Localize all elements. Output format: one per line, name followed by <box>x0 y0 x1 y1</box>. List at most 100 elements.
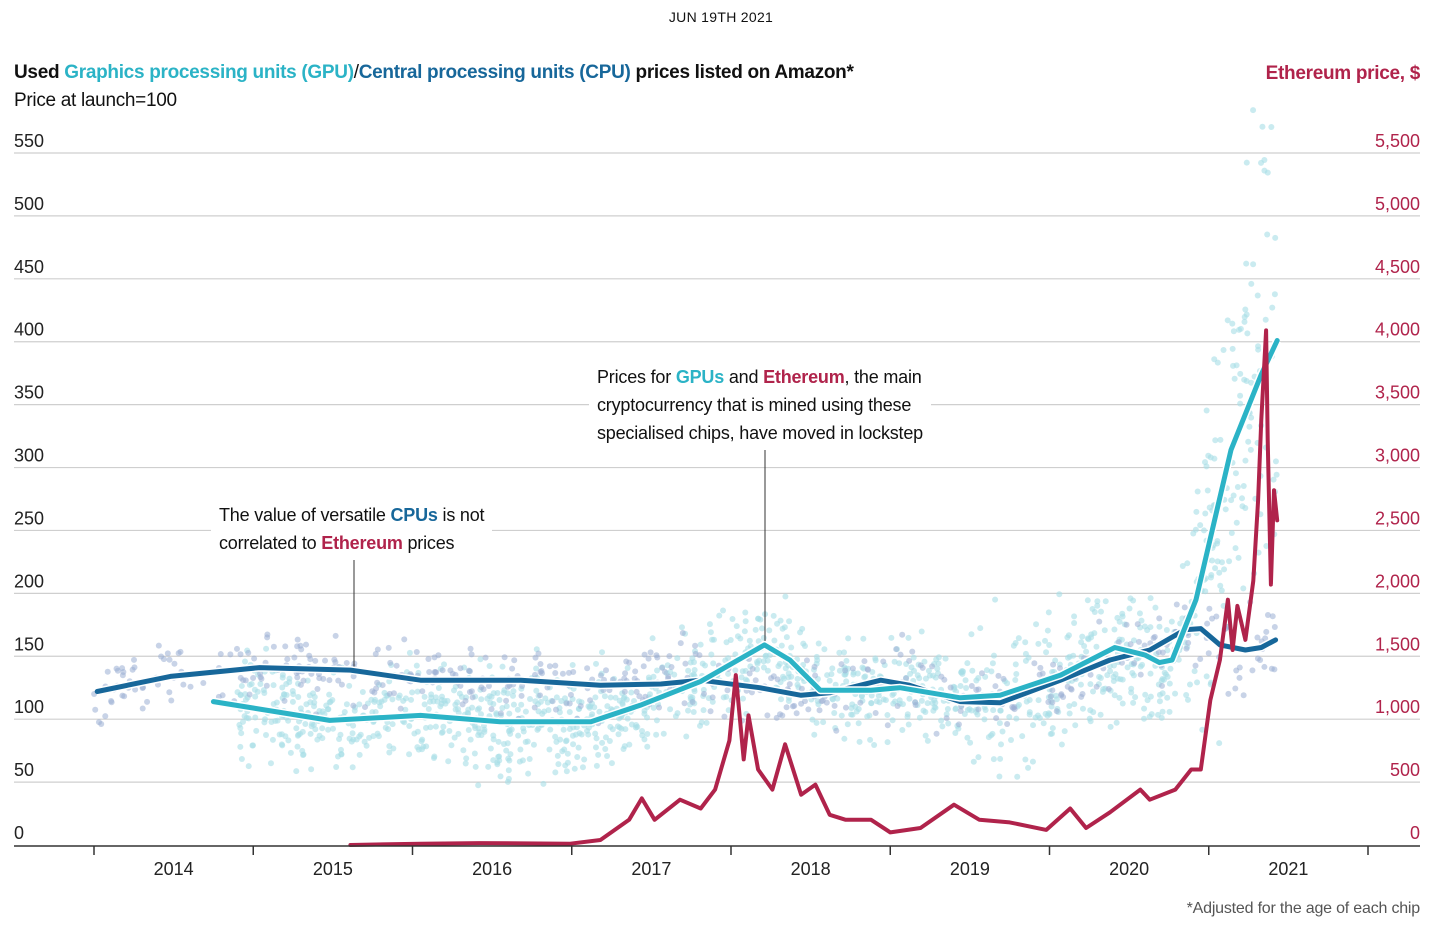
cpu-scatter-dot <box>518 692 525 699</box>
right-axis-tick-label: 1,000 <box>1375 697 1420 717</box>
gpu-scatter-dot <box>1172 690 1179 697</box>
gpu-scatter-dot <box>1167 665 1174 672</box>
cpu-scatter-dot <box>503 697 510 704</box>
cpu-scatter-dot <box>811 663 818 670</box>
gpu-scatter-dot <box>983 667 990 674</box>
gpu-scatter-dot <box>639 732 646 739</box>
gpu-scatter-dot <box>626 741 633 748</box>
gpu-scatter-dot <box>969 667 976 674</box>
cpu-scatter-dot <box>707 708 714 715</box>
gpu-scatter-dot <box>1217 582 1224 589</box>
cpu-scatter-dot <box>433 669 440 676</box>
gpu-scatter-dot <box>990 707 997 714</box>
x-axis-tick-label: 2019 <box>950 859 990 879</box>
cpu-scatter-dot <box>270 643 277 650</box>
cpu-scatter-dot <box>641 651 648 658</box>
gpu-scatter-dot <box>496 753 503 760</box>
cpu-scatter-dot <box>818 698 825 705</box>
gpu-scatter-dot <box>1087 718 1094 725</box>
gpu-scatter-dot <box>904 713 911 720</box>
gpu-scatter-dot <box>781 624 788 631</box>
gpu-scatter-dot <box>1015 635 1022 642</box>
gpu-scatter-dot <box>1261 167 1268 174</box>
gpu-scatter-dot <box>599 739 606 746</box>
gpu-scatter-dot <box>237 691 244 698</box>
gpu-scatter-dot <box>727 637 734 644</box>
cpu-scatter-dot <box>160 656 167 663</box>
cpu-scatter-dot <box>322 657 329 664</box>
gpu-scatter-dot <box>286 675 293 682</box>
gpu-scatter-dot <box>460 747 467 754</box>
gpu-scatter-dot <box>499 663 506 670</box>
left-axis-tick-label: 50 <box>14 760 34 780</box>
gpu-scatter-dot <box>1229 345 1236 352</box>
gpu-scatter-dot <box>1159 690 1166 697</box>
cpu-scatter-dot <box>941 676 948 683</box>
gpu-scatter-dot <box>939 723 946 730</box>
cpu-scatter-dot <box>679 629 686 636</box>
gpu-scatter-dot <box>1137 663 1144 670</box>
gpu-scatter-dot <box>771 637 778 644</box>
gpu-scatter-dot <box>1214 537 1221 544</box>
gpu-scatter-dot <box>782 665 789 672</box>
left-axis-tick-label: 0 <box>14 823 24 843</box>
gpu-scatter-dot <box>957 682 964 689</box>
gpu-scatter-dot <box>1093 643 1100 650</box>
gpu-scatter-dot <box>592 730 599 737</box>
gpu-scatter-dot <box>560 726 567 733</box>
gpu-scatter-dot <box>445 758 452 765</box>
right-axis-tick-label: 5,000 <box>1375 194 1420 214</box>
gpu-scatter-dot <box>1071 619 1078 626</box>
gpu-scatter-dot <box>1104 672 1111 679</box>
cpu-scatter-dot <box>462 697 469 704</box>
cpu-scatter-dot <box>98 721 105 728</box>
gpu-scatter-dot <box>1254 292 1261 299</box>
gpu-scatter-dot <box>615 731 622 738</box>
gpu-scatter-dot <box>319 725 326 732</box>
cpu-scatter-dot <box>968 683 975 690</box>
right-axis-tick-label: 0 <box>1410 823 1420 843</box>
cpu-scatter-dot <box>509 665 516 672</box>
gpu-scatter-dot <box>1094 598 1101 605</box>
cpu-scatter-dot <box>233 645 240 652</box>
gpu-scatter-dot <box>250 742 257 749</box>
gpu-scatter-dot <box>1045 710 1052 717</box>
gpu-scatter-dot <box>1241 313 1248 320</box>
cpu-scatter-dot <box>1249 667 1256 674</box>
gpu-scatter-dot <box>1234 483 1241 490</box>
gpu-scatter-dot <box>1013 715 1020 722</box>
gpu-scatter-dot <box>783 634 790 641</box>
cpu-scatter-dot <box>552 670 559 677</box>
gpu-scatter-dot <box>494 690 501 697</box>
gpu-scatter-dot <box>1220 347 1227 354</box>
cpu-scatter-dot <box>872 709 879 716</box>
gpu-scatter-dot <box>1243 260 1250 267</box>
x-axis-tick-label: 2016 <box>472 859 512 879</box>
cpu-scatter-dot <box>947 684 954 691</box>
gpu-scatter-dot <box>299 752 306 759</box>
gpu-scatter-dot <box>442 700 449 707</box>
cpu-scatter-dot <box>975 706 982 713</box>
cpu-scatter-dot <box>801 698 808 705</box>
gpu-scatter-dot <box>1240 483 1247 490</box>
cpu-scatter-dot <box>975 686 982 693</box>
cpu-scatter-dot <box>552 662 559 669</box>
gpu-scatter-dot <box>1004 680 1011 687</box>
gpu-scatter-dot <box>371 698 378 705</box>
gpu-scatter-dot <box>1232 470 1239 477</box>
gpu-scatter-dot <box>921 658 928 665</box>
gpu-scatter-dot <box>1247 446 1254 453</box>
cpu-scatter-dot <box>1105 686 1112 693</box>
cpu-scatter-dot <box>902 675 909 682</box>
cpu-scatter-dot <box>104 668 111 675</box>
title-gpu: Graphics processing units (GPU) <box>64 62 354 83</box>
gpu-scatter-dot <box>924 737 931 744</box>
gpu-scatter-dot <box>595 751 602 758</box>
gpu-scatter-dot <box>974 711 981 718</box>
gpu-scatter-dot <box>1091 609 1098 616</box>
gpu-scatter-dot <box>1070 652 1077 659</box>
gpu-scatter-dot <box>1235 554 1242 561</box>
gpu-scatter-dot <box>645 674 652 681</box>
gpu-scatter-dot <box>1130 597 1137 604</box>
gpu-scatter-dot <box>1035 697 1042 704</box>
